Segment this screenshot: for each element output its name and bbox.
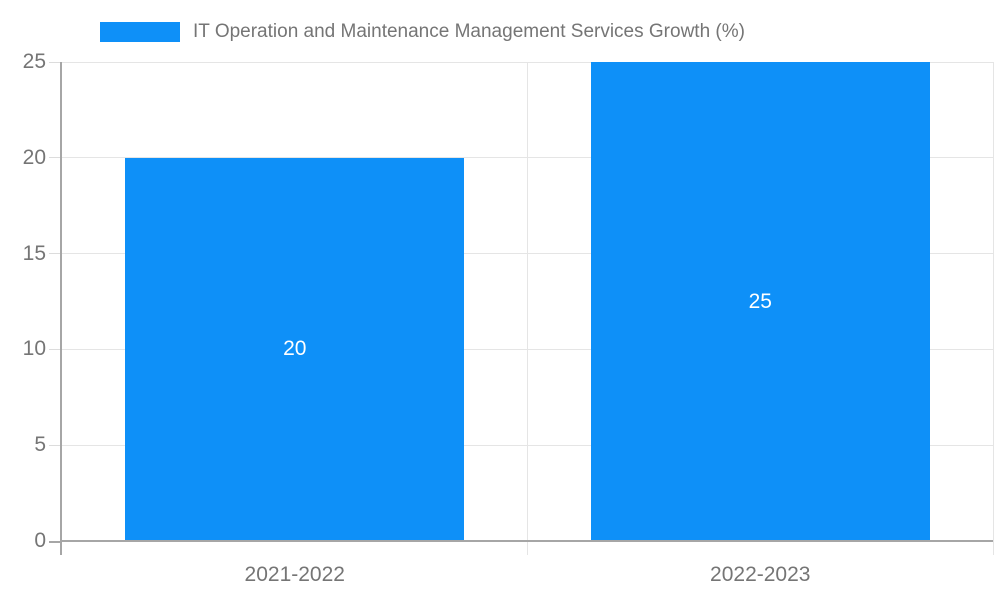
plot-area: 0 5 10 15 20 25 20 2021-2022 25 2022-2023 (23, 50, 994, 586)
bar-value-label: 25 (748, 289, 772, 313)
legend-item[interactable]: IT Operation and Maintenance Management … (100, 21, 745, 43)
plot-divider-line (527, 62, 528, 555)
y-tick (49, 444, 60, 446)
y-tick-label: 0 (34, 529, 46, 552)
x-tick-label: 2022-2023 (710, 563, 811, 586)
y-tick-label: 20 (22, 145, 46, 169)
y-axis-line (60, 62, 62, 555)
y-tick (49, 157, 60, 159)
x-tick-label: 2021-2022 (244, 563, 345, 586)
y-tick (49, 348, 60, 350)
bar-value-label: 20 (283, 337, 307, 361)
y-tick (49, 253, 60, 255)
y-tick (49, 540, 60, 543)
y-tick-label: 15 (22, 241, 46, 265)
legend-swatch (100, 22, 180, 42)
y-tick-label: 5 (34, 433, 46, 457)
y-tick-label: 25 (22, 50, 46, 73)
plot-right-border (992, 62, 994, 555)
bar (125, 157, 465, 541)
x-axis-line (62, 540, 993, 542)
y-tick (49, 61, 60, 63)
y-tick-label: 10 (22, 337, 46, 361)
legend-label: IT Operation and Maintenance Management … (193, 21, 745, 42)
bar (590, 62, 930, 541)
